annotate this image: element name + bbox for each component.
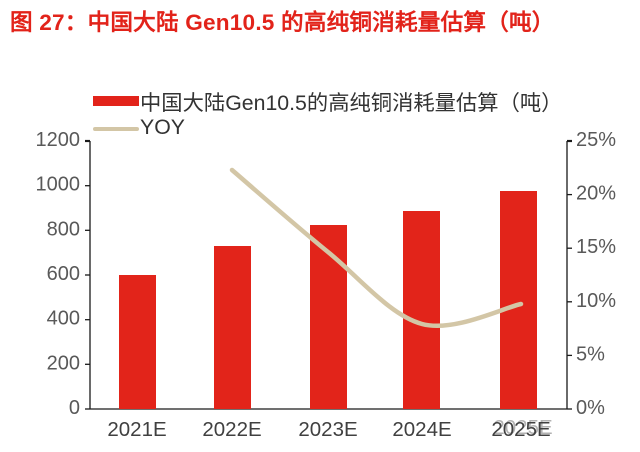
svg-text:0: 0 xyxy=(69,397,80,419)
svg-text:10%: 10% xyxy=(576,290,616,312)
svg-text:20%: 20% xyxy=(576,183,616,205)
svg-text:2025E: 2025E xyxy=(491,418,550,441)
svg-text:2023E: 2023E xyxy=(298,418,357,441)
svg-text:5%: 5% xyxy=(576,343,605,365)
svg-text:600: 600 xyxy=(47,263,80,285)
svg-text:2022E: 2022E xyxy=(202,418,261,441)
svg-text:2021E: 2021E xyxy=(107,418,166,441)
svg-text:2024E: 2024E xyxy=(392,418,451,441)
svg-text:1200: 1200 xyxy=(36,129,81,151)
svg-text:800: 800 xyxy=(47,218,80,240)
svg-text:0%: 0% xyxy=(576,397,605,419)
svg-text:400: 400 xyxy=(47,308,80,330)
svg-text:15%: 15% xyxy=(576,236,616,258)
svg-text:1000: 1000 xyxy=(36,174,81,196)
svg-text:200: 200 xyxy=(47,352,80,374)
svg-text:25%: 25% xyxy=(576,129,616,151)
